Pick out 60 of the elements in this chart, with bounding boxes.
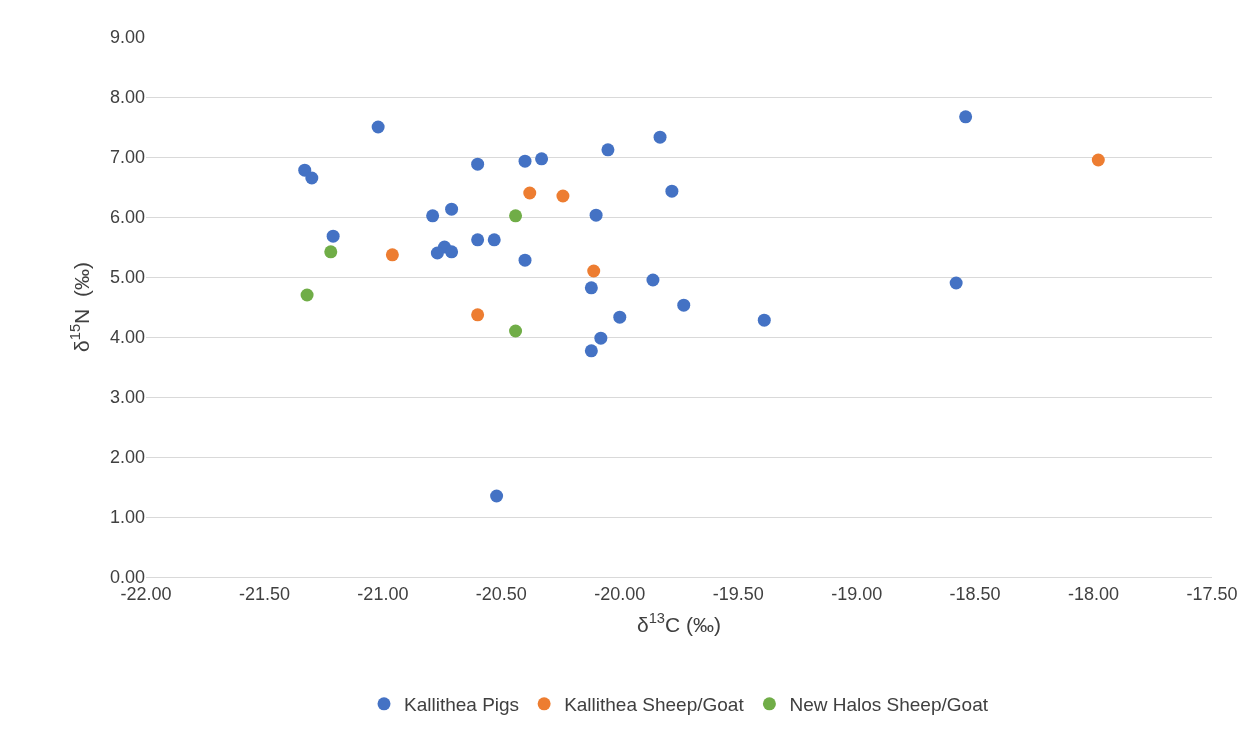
point: [385, 248, 399, 262]
legend-label: New Halos Sheep/Goat: [789, 694, 989, 716]
point: [523, 186, 537, 200]
point: [556, 189, 570, 203]
x-tick-label: -18.00: [1068, 583, 1120, 604]
point: [646, 273, 660, 287]
point: [471, 233, 485, 247]
x-tick-label: -17.50: [1186, 583, 1238, 604]
point: [959, 110, 973, 124]
point: [653, 130, 667, 144]
point: [518, 154, 532, 168]
point: [584, 344, 598, 358]
y-tick-label: 7.00: [109, 147, 145, 168]
point: [518, 253, 532, 267]
y-tick-label: 3.00: [109, 387, 145, 408]
x-tick-label: -20.50: [475, 583, 527, 604]
y-tick-label: 1.00: [109, 507, 145, 528]
point: [509, 324, 523, 338]
point: [757, 313, 771, 327]
point: [324, 245, 338, 259]
point: [298, 163, 312, 177]
point: [490, 489, 504, 503]
point: [426, 209, 440, 223]
point: [584, 281, 598, 295]
x-axis-title: δ$^{13}$C (‰): [636, 609, 722, 636]
point: [589, 208, 603, 222]
point: [430, 246, 444, 260]
y-tick-label: 2.00: [109, 447, 145, 468]
point: [535, 152, 549, 166]
point: [587, 264, 601, 278]
point: [305, 171, 319, 185]
x-tick-label: -20.00: [594, 583, 646, 604]
point: [326, 229, 340, 243]
point: [471, 157, 485, 171]
legend-label: Kallithea Pigs: [404, 694, 520, 716]
point: [677, 298, 691, 312]
y-tick-label: 5.00: [109, 267, 145, 288]
point: [601, 143, 615, 157]
point: [1091, 153, 1105, 167]
point: [300, 288, 314, 302]
y-tick-label: 8.00: [109, 87, 145, 108]
point: [487, 233, 501, 247]
point: [471, 308, 485, 322]
point: [665, 184, 679, 198]
point: [371, 120, 385, 134]
x-tick-label: -19.00: [831, 583, 883, 604]
point: [949, 276, 963, 290]
y-tick-label: 9.00: [109, 27, 145, 48]
x-tick-label: -21.00: [357, 583, 409, 604]
x-tick-label: -19.50: [712, 583, 764, 604]
point: [613, 310, 627, 324]
y-tick-label: 4.00: [109, 327, 145, 348]
point: [445, 202, 459, 216]
y-tick-label: 6.00: [109, 207, 145, 228]
x-tick-label: -21.50: [238, 583, 290, 604]
point: [509, 209, 523, 223]
point: [445, 245, 459, 259]
point: [594, 331, 608, 345]
legend-label: Kallithea Sheep/Goat: [564, 694, 745, 716]
x-tick-label: -18.50: [949, 583, 1001, 604]
